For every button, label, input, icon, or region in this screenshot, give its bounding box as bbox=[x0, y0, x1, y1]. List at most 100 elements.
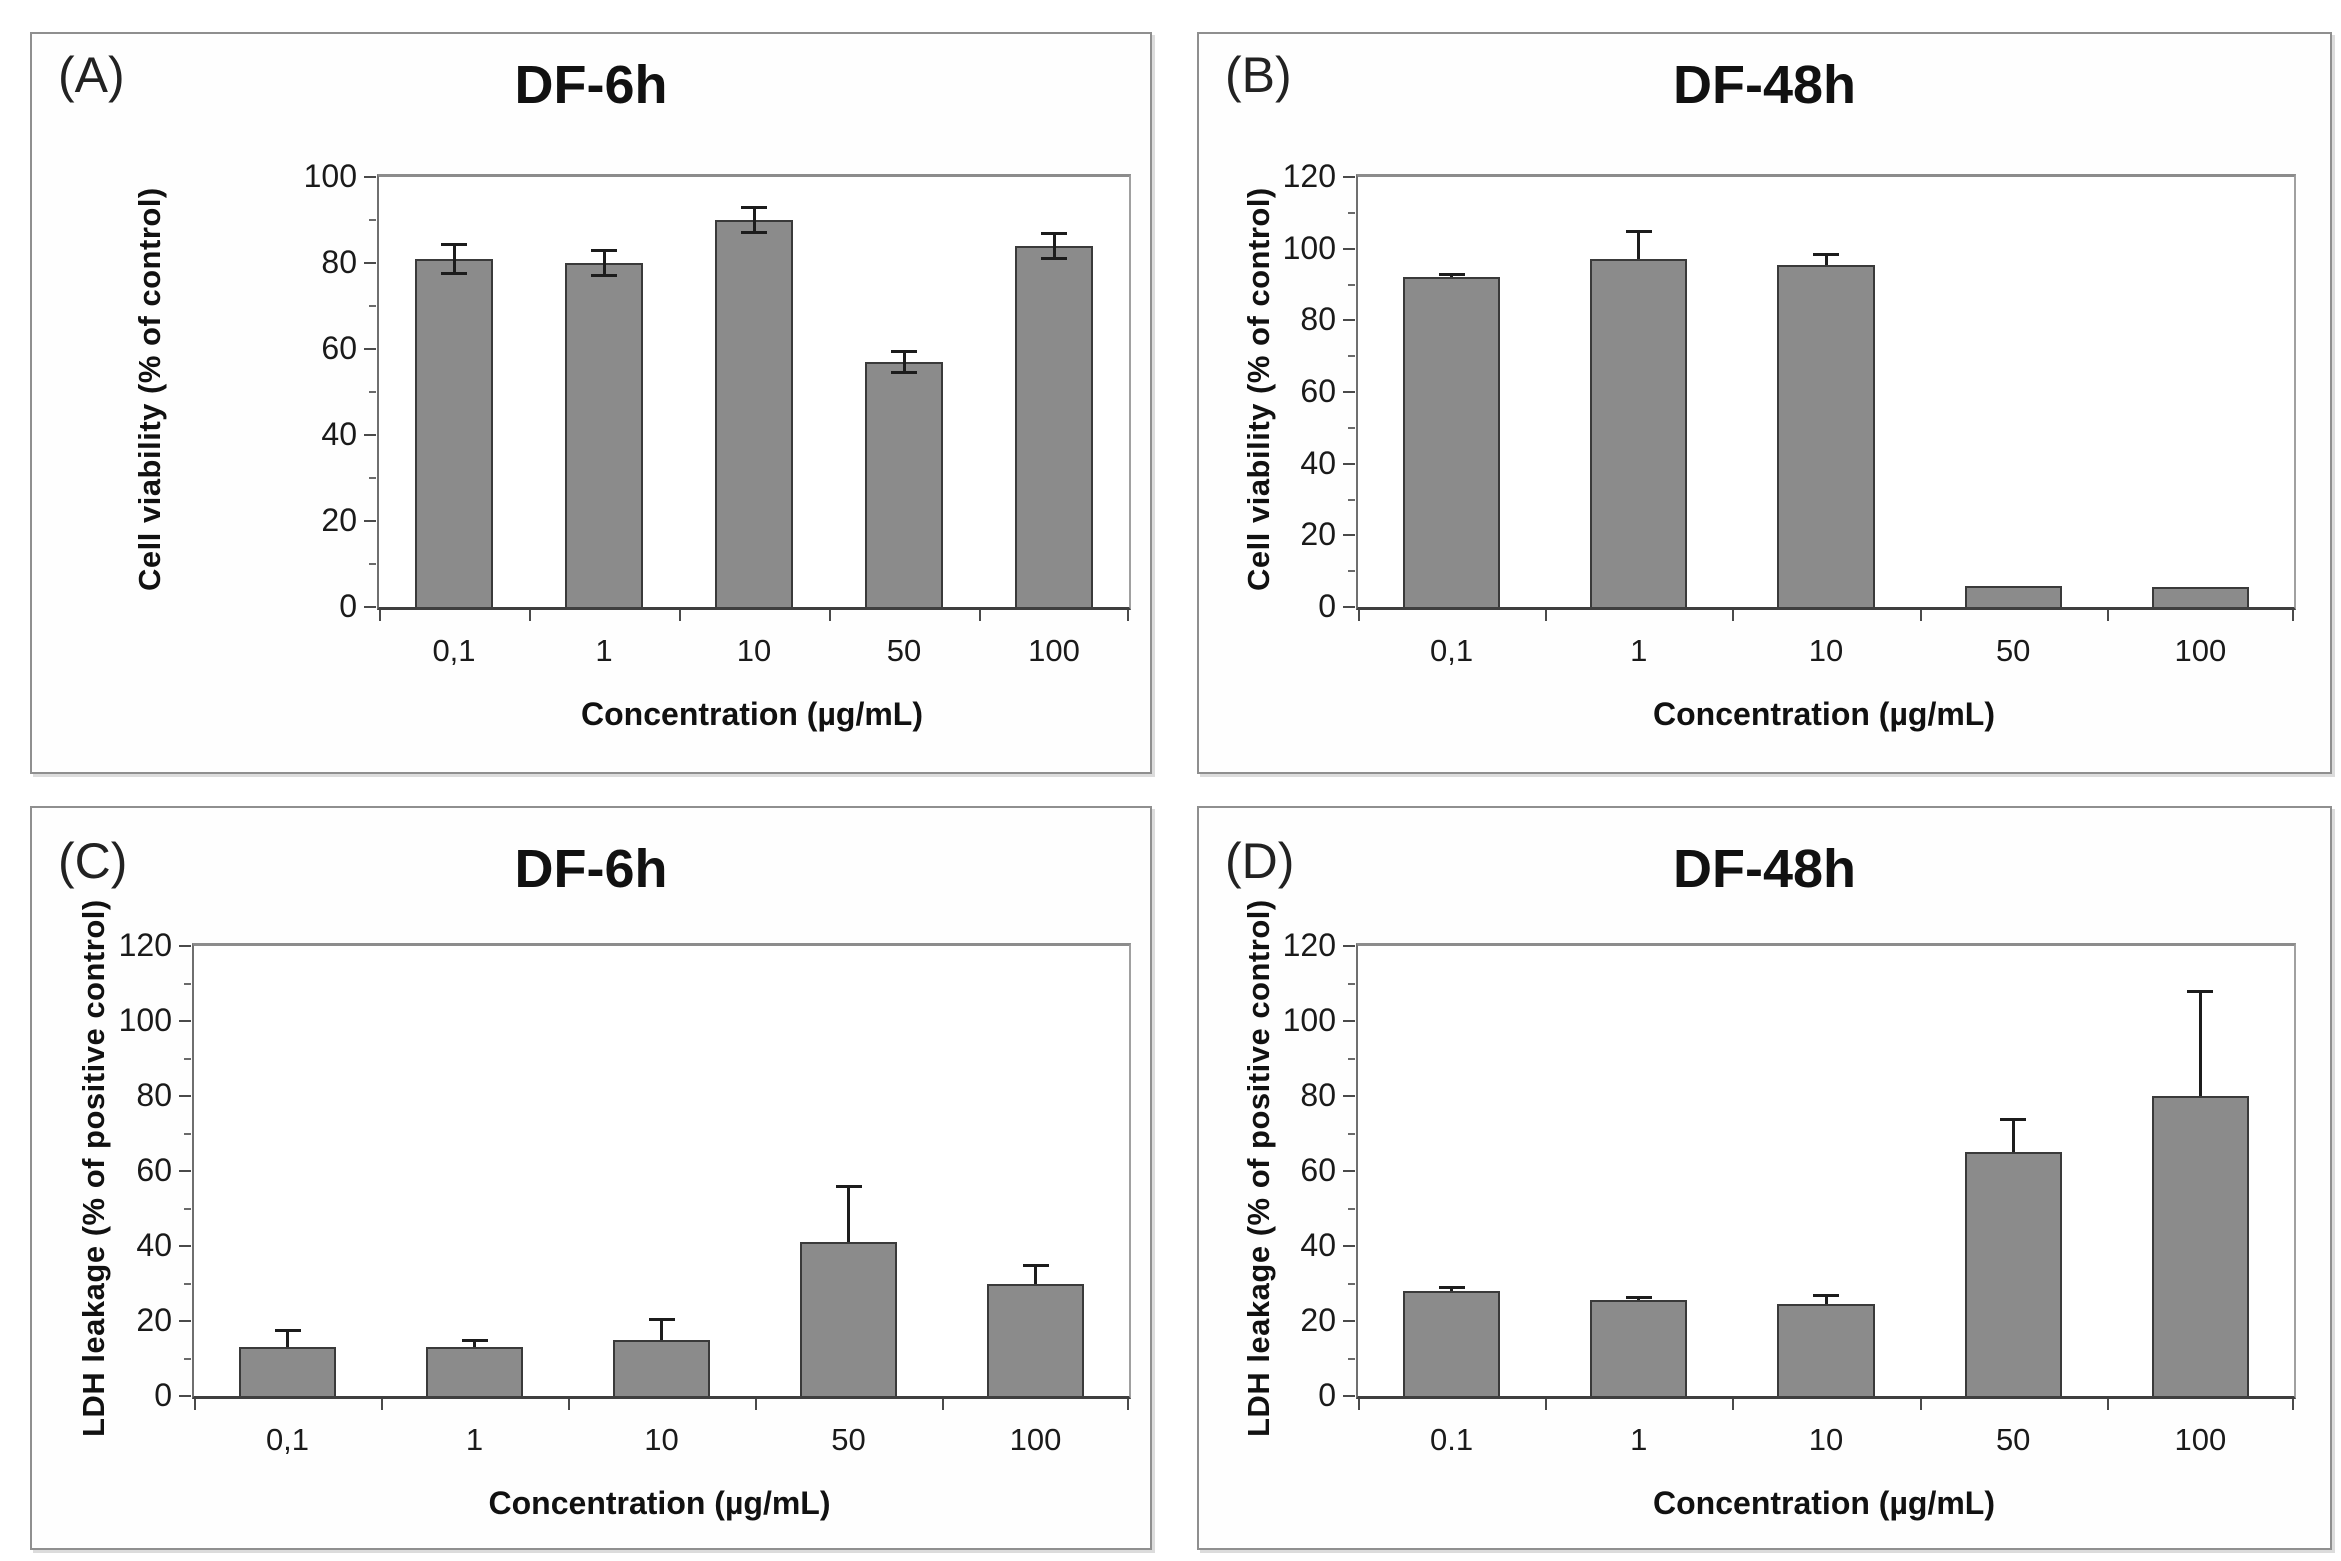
y-tick-label-0: 0 bbox=[1318, 588, 1336, 624]
y-minor-tick-70 bbox=[369, 305, 376, 307]
x-boundary-tick-1 bbox=[529, 610, 531, 621]
x-boundary-tick-3 bbox=[755, 1399, 757, 1410]
error-cap-top bbox=[461, 1338, 488, 1342]
error-bar-C-1 bbox=[473, 1339, 476, 1348]
panel-letter-D: (D) bbox=[1225, 833, 1295, 889]
y-major-tick-60 bbox=[364, 348, 376, 350]
x-axis-label-B: Concentration (µg/mL) bbox=[1653, 696, 1995, 732]
y-tick-label-120: 120 bbox=[1282, 158, 1336, 194]
error-cap-top bbox=[648, 1318, 675, 1322]
bar-D-0.1 bbox=[1402, 1291, 1501, 1396]
y-tick-label-60: 60 bbox=[321, 330, 357, 366]
y-major-tick-60 bbox=[1343, 391, 1355, 393]
x-tick-label-B-0,1: 0,1 bbox=[1430, 633, 1474, 668]
chart-title-A: DF-6h bbox=[514, 55, 668, 115]
y-tick-label-0: 0 bbox=[1318, 1377, 1336, 1413]
y-major-tick-0 bbox=[179, 1395, 191, 1397]
y-major-tick-60 bbox=[179, 1170, 191, 1172]
error-bar-D-50 bbox=[2011, 1118, 2015, 1153]
x-boundary-tick-2 bbox=[1732, 1399, 1735, 1410]
y-tick-label-120: 120 bbox=[118, 927, 172, 963]
x-boundary-tick-4 bbox=[2106, 1399, 2109, 1410]
y-minor-tick-50 bbox=[369, 391, 376, 393]
y-minor-tick-50 bbox=[1348, 1207, 1355, 1210]
error-cap-top bbox=[274, 1329, 301, 1333]
error-cap-bottom bbox=[441, 271, 467, 275]
y-tick-label-100: 100 bbox=[303, 158, 357, 194]
y-major-tick-80 bbox=[1343, 1095, 1355, 1097]
bar-A-100 bbox=[1015, 245, 1093, 607]
error-bar-A-1 bbox=[602, 250, 606, 276]
y-minor-tick-10 bbox=[184, 1357, 191, 1360]
error-cap-top bbox=[741, 206, 767, 210]
y-minor-tick-10 bbox=[1348, 570, 1355, 573]
error-cap-top bbox=[2187, 990, 2214, 993]
bar-D-100 bbox=[2151, 1096, 2250, 1396]
error-cap-top bbox=[835, 1185, 862, 1188]
panel-D: (D) DF-48h LDH leakage (% of positive co… bbox=[1197, 806, 2332, 1550]
y-tick-label-0: 0 bbox=[154, 1377, 172, 1413]
y-tick-label-60: 60 bbox=[1300, 1152, 1336, 1188]
y-major-tick-80 bbox=[1343, 319, 1355, 322]
error-cap-bottom bbox=[1041, 256, 1067, 260]
x-tick-label-A-100: 100 bbox=[1028, 633, 1080, 668]
bar-B-50 bbox=[1964, 585, 2062, 607]
y-major-tick-60 bbox=[1343, 1170, 1355, 1172]
x-tick-label-A-0,1: 0,1 bbox=[432, 633, 476, 668]
error-bar-C-50 bbox=[847, 1186, 850, 1243]
x-boundary-tick-5 bbox=[1127, 610, 1129, 621]
y-minor-tick-50 bbox=[1348, 426, 1355, 429]
x-boundary-tick-3 bbox=[829, 610, 831, 621]
x-tick-label-B-10: 10 bbox=[1808, 633, 1844, 668]
y-minor-tick-90 bbox=[1348, 283, 1355, 286]
x-boundary-tick-5 bbox=[2292, 1399, 2294, 1410]
plot-area-D: 0 20 40 60 80 100 120 0.1 1 10 50 100 bbox=[1283, 927, 2296, 1457]
y-minor-tick-30 bbox=[184, 1282, 191, 1285]
x-axis-label-A: Concentration (µg/mL) bbox=[581, 696, 923, 732]
x-tick-label-C-100: 100 bbox=[1009, 1422, 1062, 1457]
y-major-tick-120 bbox=[1343, 176, 1355, 178]
x-boundary-tick-1 bbox=[381, 1399, 383, 1410]
y-tick-label-40: 40 bbox=[1300, 444, 1336, 481]
y-minor-tick-50 bbox=[184, 1207, 191, 1210]
error-cap-top bbox=[591, 249, 617, 253]
error-cap-top bbox=[1625, 229, 1652, 233]
y-major-tick-40 bbox=[1343, 1245, 1355, 1247]
x-tick-label-C-10: 10 bbox=[644, 1422, 679, 1457]
x-boundary-tick-3 bbox=[1919, 610, 1922, 621]
x-boundary-tick-5 bbox=[2292, 610, 2294, 621]
bar-A-10 bbox=[715, 220, 793, 607]
plot-area-B: 0 20 40 60 80 100 120 0,1 1 10 50 100 bbox=[1283, 158, 2296, 668]
y-tick-label-20: 20 bbox=[1300, 1302, 1336, 1338]
y-tick-label-80: 80 bbox=[1300, 301, 1336, 338]
bar-C-100 bbox=[986, 1283, 1085, 1396]
y-major-tick-100 bbox=[179, 1020, 191, 1022]
y-minor-tick-30 bbox=[369, 477, 376, 479]
bar-B-100 bbox=[2151, 587, 2250, 607]
x-tick-label-A-50: 50 bbox=[886, 633, 922, 668]
bar-B-1 bbox=[1590, 259, 1688, 607]
y-tick-label-40: 40 bbox=[136, 1227, 172, 1263]
x-tick-label-D-10: 10 bbox=[1808, 1422, 1844, 1457]
error-cap-top bbox=[1625, 1295, 1652, 1299]
y-major-tick-20 bbox=[179, 1320, 191, 1322]
bar-B-0,1 bbox=[1402, 277, 1501, 607]
x-boundary-tick-5 bbox=[1127, 1399, 1129, 1410]
panel-B: (B) DF-48h Cell viability (% of control)… bbox=[1197, 32, 2332, 774]
x-boundary-tick-4 bbox=[2106, 610, 2109, 621]
y-minor-tick-10 bbox=[1348, 1357, 1355, 1360]
x-boundary-tick-0 bbox=[194, 1399, 196, 1410]
bar-C-1 bbox=[425, 1347, 524, 1396]
panel-letter-A: (A) bbox=[58, 47, 125, 103]
error-bar-B-1 bbox=[1637, 230, 1641, 260]
x-tick-label-B-1: 1 bbox=[1630, 633, 1648, 668]
y-major-tick-0 bbox=[1343, 1395, 1355, 1397]
y-minor-tick-30 bbox=[1348, 1282, 1355, 1285]
error-bar-C-100 bbox=[1034, 1264, 1037, 1284]
y-major-tick-80 bbox=[179, 1095, 191, 1097]
y-major-tick-0 bbox=[364, 606, 376, 608]
x-tick-label-D-50: 50 bbox=[1995, 1422, 2031, 1457]
x-boundary-tick-1 bbox=[1545, 1399, 1548, 1410]
plot-area-C: 0 20 40 60 80 100 120 0,1 1 10 50 100 bbox=[119, 927, 1131, 1457]
y-tick-label-80: 80 bbox=[1300, 1077, 1336, 1113]
